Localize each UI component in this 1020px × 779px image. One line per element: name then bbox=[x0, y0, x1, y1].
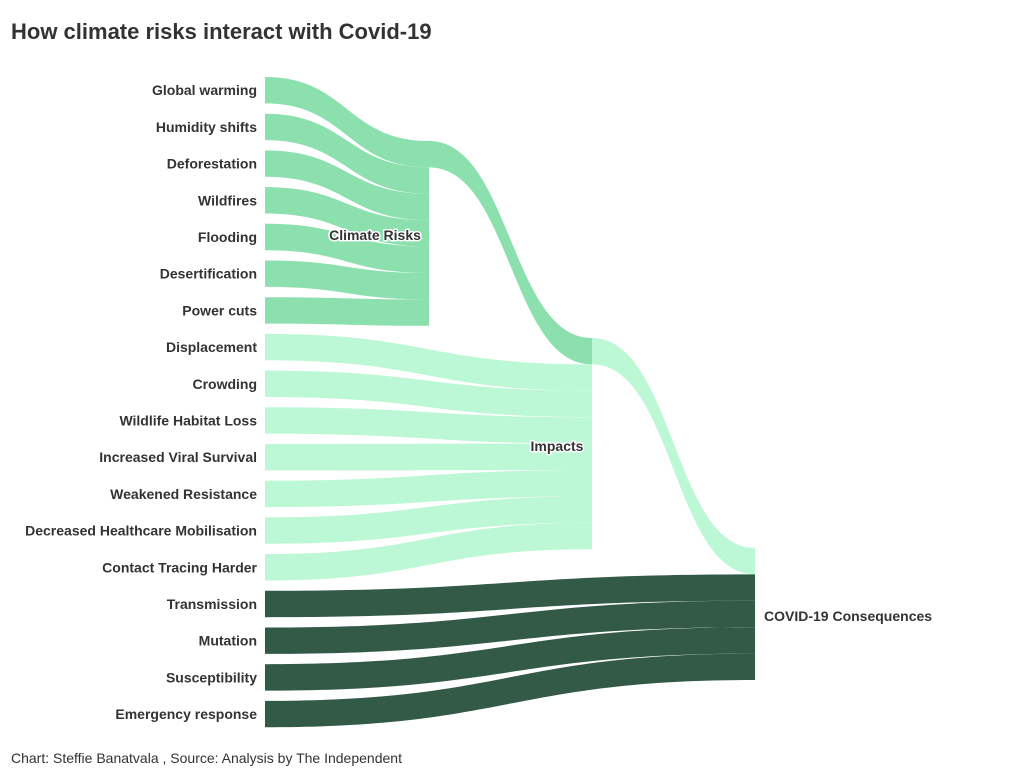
sankey-link bbox=[265, 627, 755, 691]
node-label: COVID-19 Consequences bbox=[764, 608, 932, 624]
node-label: Crowding bbox=[192, 376, 257, 392]
node-label: Displacement bbox=[166, 339, 257, 355]
node-label: Increased Viral Survival bbox=[99, 449, 257, 465]
sankey-link bbox=[265, 113, 429, 194]
node-label: Wildlife Habitat Loss bbox=[119, 413, 257, 429]
node-label: Weakened Resistance bbox=[110, 486, 257, 502]
node-label: Global warming bbox=[152, 82, 257, 98]
sankey-link bbox=[265, 522, 592, 581]
sankey-link bbox=[592, 338, 755, 575]
sankey-link bbox=[265, 470, 592, 508]
node-label: Contact Tracing Harder bbox=[102, 559, 257, 575]
sankey-labels: Global warming Humidity shifts Deforestati… bbox=[25, 82, 932, 722]
node-label: Humidity shifts bbox=[156, 119, 257, 135]
sankey-link bbox=[265, 496, 592, 544]
node-label: Mutation bbox=[199, 633, 257, 649]
node-label: Desertification bbox=[160, 266, 257, 282]
sankey-link bbox=[265, 407, 592, 444]
node-label: Power cuts bbox=[182, 302, 257, 318]
chart-title: How climate risks interact with Covid-19 bbox=[11, 19, 432, 44]
sankey-link bbox=[265, 297, 429, 326]
sankey-links bbox=[265, 77, 755, 728]
sankey-link bbox=[265, 600, 755, 654]
sankey-link bbox=[265, 443, 592, 471]
node-label: Deforestation bbox=[167, 156, 257, 172]
sankey-link bbox=[265, 260, 429, 300]
node-label: Wildfires bbox=[198, 192, 257, 208]
node-label: Impacts bbox=[531, 438, 584, 454]
sankey-link bbox=[265, 370, 592, 418]
chart-credit: Chart: Steffie Banatvala , Source: Analy… bbox=[11, 750, 402, 766]
sankey-link bbox=[265, 150, 429, 221]
node-label: Emergency response bbox=[115, 706, 257, 722]
sankey-link bbox=[265, 77, 429, 168]
node-label: Climate Risks bbox=[329, 227, 421, 243]
sankey-link bbox=[265, 653, 755, 728]
sankey-link bbox=[265, 333, 592, 391]
node-label: Decreased Healthcare Mobilisation bbox=[25, 523, 257, 539]
sankey-link bbox=[429, 141, 592, 365]
sankey-link bbox=[265, 187, 429, 247]
node-label: Transmission bbox=[167, 596, 257, 612]
sankey-link bbox=[265, 574, 755, 618]
node-label: Flooding bbox=[198, 229, 257, 245]
node-label: Susceptibility bbox=[166, 669, 257, 685]
sankey-link bbox=[265, 223, 429, 273]
